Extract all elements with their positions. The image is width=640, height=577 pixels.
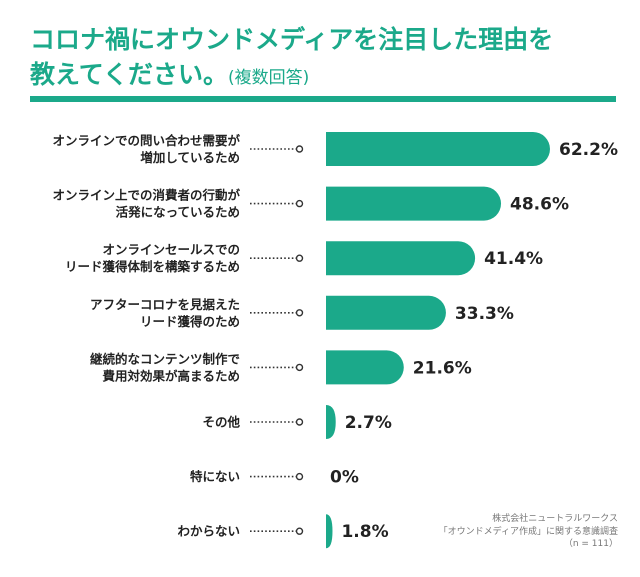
- source-line-3: （n = 111）: [563, 539, 618, 549]
- category-label: わからない: [177, 524, 240, 539]
- category-label-line: 費用対効果が高まるため: [102, 368, 240, 383]
- bar-row: わからない 1.8%: [177, 514, 389, 549]
- source-note: 株式会社ニュートラルワークス 「オウンドメディア作成」に関する意識調査 （n =…: [378, 513, 618, 551]
- chart-title: コロナ禍にオウンドメディアを注目した理由を 教えてください。(複数回答): [30, 22, 620, 96]
- category-label-line: オンラインでの問い合わせ需要が: [52, 133, 240, 148]
- title-note: (複数回答): [228, 68, 310, 88]
- category-label-line: 増加しているため: [140, 150, 240, 165]
- leader-end-dot: [295, 527, 304, 535]
- category-label-line: 活発になっているため: [116, 205, 240, 220]
- category-label: オンライン上での消費者の行動が活発になっているため: [52, 188, 240, 220]
- category-label: オンラインセールスでのリード獲得体制を構築するため: [65, 242, 240, 274]
- category-label-line: その他: [202, 415, 240, 430]
- bar-row: アフターコロナを見据えたリード獲得のため 33.3%: [90, 295, 514, 330]
- leader-end-dot: [295, 418, 304, 426]
- leader-end-dot: [295, 254, 304, 262]
- category-label: その他: [202, 415, 240, 430]
- source-line-2: 「オウンドメディア作成」に関する意識調査: [438, 526, 618, 537]
- bar: [326, 514, 333, 549]
- category-label: オンラインでの問い合わせ需要が増加しているため: [52, 133, 240, 165]
- category-label-line: 特にない: [190, 469, 240, 484]
- bar: [326, 295, 446, 330]
- leader-end-dot: [295, 309, 304, 317]
- title-line-2: 教えてください。(複数回答): [30, 57, 620, 96]
- bar-row: 特にない 0%: [190, 468, 359, 488]
- category-label-line: リード獲得体制を構築するため: [65, 259, 240, 274]
- bar: [326, 405, 336, 439]
- category-label-line: 継続的なコンテンツ制作で: [90, 351, 240, 366]
- category-label-line: オンラインセールスでの: [102, 242, 240, 257]
- category-label-line: アフターコロナを見据えた: [90, 297, 240, 312]
- leader-end-dot: [295, 199, 304, 208]
- value-label: 0%: [330, 468, 359, 488]
- category-label-line: リード獲得のため: [140, 314, 240, 329]
- bar-row: オンラインセールスでのリード獲得体制を構築するため 41.4%: [65, 241, 543, 276]
- value-label: 33.3%: [455, 304, 514, 324]
- value-label: 21.6%: [413, 358, 472, 378]
- bar-row: オンラインでの問い合わせ需要が増加しているため 62.2%: [52, 132, 618, 166]
- category-label-line: オンライン上での消費者の行動が: [52, 188, 240, 203]
- bar-row: 継続的なコンテンツ制作で費用対効果が高まるため 21.6%: [90, 350, 472, 385]
- value-label: 2.7%: [345, 413, 392, 433]
- bar: [326, 350, 404, 385]
- leader-end-dot: [295, 363, 304, 372]
- value-label: 1.8%: [341, 522, 388, 542]
- source-line-1: 株式会社ニュートラルワークス: [492, 514, 618, 524]
- leader-end-dot: [295, 472, 304, 481]
- value-label: 62.2%: [559, 140, 618, 160]
- title-underline: [30, 96, 616, 102]
- category-label: 特にない: [190, 469, 240, 484]
- leader-end-dot: [295, 145, 304, 153]
- value-label: 41.4%: [484, 249, 543, 269]
- bar-row: その他 2.7%: [202, 405, 392, 439]
- bar: [326, 132, 550, 166]
- category-label: アフターコロナを見据えたリード獲得のため: [90, 297, 240, 329]
- title-line-1: コロナ禍にオウンドメディアを注目した理由を: [30, 25, 554, 54]
- bar-row: オンライン上での消費者の行動が活発になっているため 48.6%: [52, 186, 569, 221]
- title-line-2-text: 教えてください。: [30, 60, 229, 89]
- value-label: 48.6%: [510, 195, 569, 215]
- bar: [326, 186, 502, 221]
- category-label-line: わからない: [177, 524, 240, 539]
- bar: [326, 241, 476, 276]
- category-label: 継続的なコンテンツ制作で費用対効果が高まるため: [90, 351, 240, 383]
